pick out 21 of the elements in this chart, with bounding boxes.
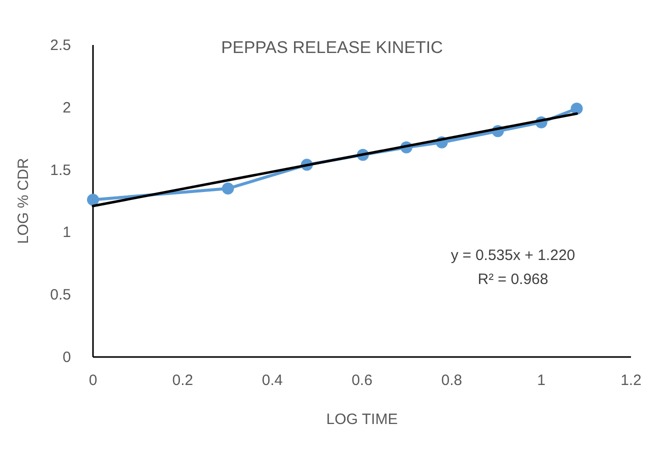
point (570, 102, 583, 115)
y-tick-label: 0.5 (50, 286, 71, 304)
y-tick-label: 2 (62, 99, 71, 116)
annotation: y = 0.535x + 1.220 (450, 247, 576, 264)
annotation: R² = 0.968 (478, 271, 548, 288)
point (87, 194, 99, 206)
y-tick-label: 0 (62, 349, 71, 366)
y-tick-label: 2.5 (50, 37, 71, 54)
point (222, 182, 234, 195)
x-tick-label: 0.2 (172, 372, 194, 389)
x-tick-label: 0.4 (262, 372, 283, 389)
x-axis-title: LOG TIME (326, 411, 398, 428)
y-tick-label: 1 (62, 224, 71, 242)
x-tick-label: 0 (88, 372, 98, 389)
chart-title: PEPPAS RELEASE KINETIC (221, 38, 443, 57)
x-tick-label: 0.6 (352, 372, 372, 389)
y-axis-title: LOG % CDR (15, 158, 32, 244)
x-tick-label: 1.2 (620, 372, 642, 389)
x-tick-label: 1 (537, 372, 546, 389)
x-tick-label: 0.8 (441, 372, 462, 389)
y-tick-label: 1.5 (50, 162, 71, 179)
